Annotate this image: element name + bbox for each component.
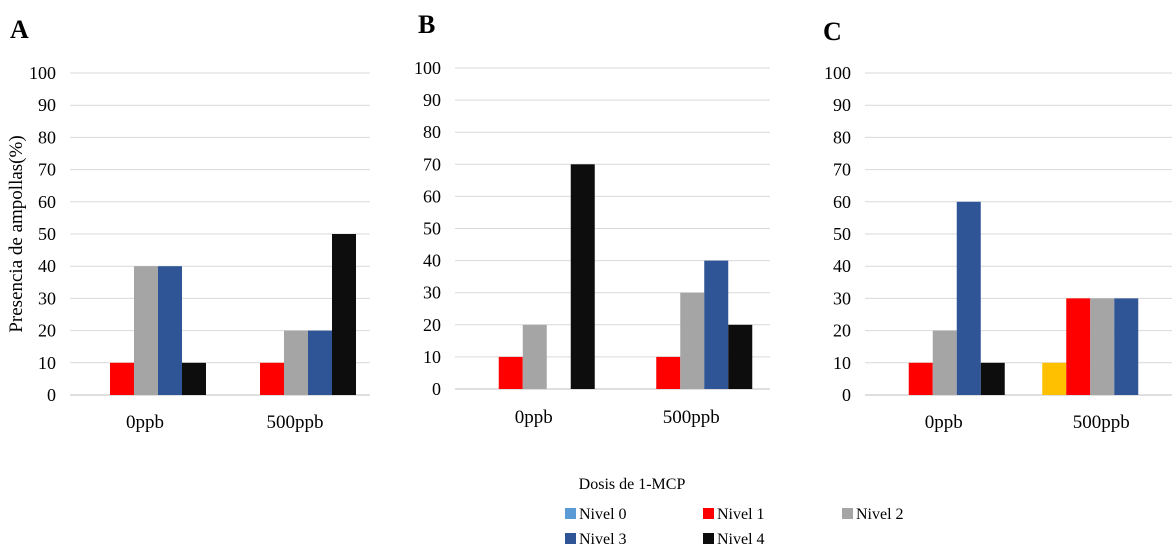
y-tick-label: 90 [38,95,56,115]
category-label: 0ppb [515,407,553,428]
chart-panel-a: A 0 10 20 30 40 50 60 70 80 90 100 Presencia de ampo… [6,15,370,433]
legend-swatch [565,508,576,519]
y-tick-label: 30 [423,283,441,303]
legend-swatch [703,508,714,519]
legend-label: Nivel 0 [579,506,627,523]
y-tick-label: 50 [423,219,441,239]
bar-nivel-3-0ppb [956,201,981,395]
bar-nivel-1-500ppb [656,356,681,389]
bar-nivel-4-500ppb [728,324,753,389]
legend-item-nivel-3: Nivel 3 [565,531,627,548]
category-label: 0ppb [126,412,164,433]
y-tick-label: 0 [47,385,56,405]
y-tick-label: 80 [38,127,56,147]
y-tick-label: 70 [38,160,56,180]
y-tick-label: 90 [423,90,441,110]
category-label: 500ppb [1073,412,1130,433]
legend-item-nivel-1: Nivel 1 [703,506,765,523]
legend-label: Nivel 1 [717,506,765,523]
bar-nivel-4-0ppb [570,164,595,389]
y-tick-label: 30 [38,288,56,308]
bar-nivel-4-0ppb [182,362,206,395]
y-tick-label: 20 [38,321,56,341]
panel-letter: C [823,17,842,46]
y-tick-label: 40 [833,256,851,276]
y-tick-label: 10 [38,353,56,373]
y-tick-label: 100 [824,63,851,83]
bar-nivel-2-0ppb [932,330,957,395]
bar-nivel-3-500ppb [704,260,729,389]
y-tick-label: 40 [423,251,441,271]
panel-letter: B [418,10,435,39]
y-tick-label: 0 [432,379,441,399]
bar-nivel-1-500ppb [260,362,284,395]
y-tick-label: 80 [833,127,851,147]
y-tick-label: 60 [423,186,441,206]
bar-nivel-1-0ppb [498,356,523,389]
bar-nivel-2-0ppb [134,266,158,395]
legend-item-nivel-2: Nivel 2 [842,506,904,523]
y-tick-label: 40 [38,256,56,276]
bar-nivel-4-0ppb [980,362,1005,395]
bar-nivel-2-0ppb [522,324,547,389]
y-tick-label: 0 [842,385,851,405]
bar-nivel-1-500ppb [1066,298,1091,395]
y-tick-label: 90 [833,95,851,115]
legend-swatch [703,533,714,544]
chart-panel-b: B 0 10 20 30 40 50 60 70 80 90 100 0ppb 500ppb [414,10,770,428]
y-tick-label: 10 [423,347,441,367]
legend-swatch [842,508,853,519]
y-tick-label: 10 [833,353,851,373]
y-axis-label: Presencia de ampollas(%) [6,135,27,332]
panel-letter: A [10,15,29,44]
y-tick-label: 70 [423,154,441,174]
bar-nivel-1-0ppb [110,362,134,395]
y-tick-label: 60 [38,192,56,212]
legend-label: Nivel 4 [717,531,765,548]
bar-nivel-2-500ppb [1090,298,1115,395]
category-label: 500ppb [663,407,720,428]
bar-nivel-2-500ppb [284,330,308,395]
y-tick-label: 80 [423,122,441,142]
chart-panel-c: C 0 10 20 30 40 50 60 70 80 90 100 0ppb 500ppb [823,17,1172,433]
y-tick-label: 70 [833,160,851,180]
legend-label: Nivel 2 [856,506,904,523]
y-tick-label: 100 [414,58,441,78]
bar-nivel-0-500ppb [1042,362,1067,395]
bar-nivel-2-500ppb [680,292,705,389]
legend: Nivel 0 Nivel 1 Nivel 2 Nivel 3 Nivel 4 [565,506,904,548]
y-tick-label: 30 [833,288,851,308]
legend-swatch [565,533,576,544]
y-tick-label: 20 [833,321,851,341]
category-label: 0ppb [925,412,963,433]
y-tick-label: 50 [833,224,851,244]
legend-item-nivel-4: Nivel 4 [703,531,765,548]
bar-nivel-4-500ppb [332,234,356,395]
category-label: 500ppb [267,412,324,433]
y-tick-label: 20 [423,315,441,335]
legend-item-nivel-0: Nivel 0 [565,506,627,523]
legend-label: Nivel 3 [579,531,627,548]
y-tick-label: 50 [38,224,56,244]
x-axis-label: Dosis de 1-MCP [579,476,686,493]
y-tick-label: 100 [29,63,56,83]
bar-nivel-1-0ppb [908,362,933,395]
bar-nivel-3-500ppb [1114,298,1139,395]
bar-nivel-3-0ppb [158,266,182,395]
bar-nivel-3-500ppb [308,330,332,395]
y-tick-label: 60 [833,192,851,212]
